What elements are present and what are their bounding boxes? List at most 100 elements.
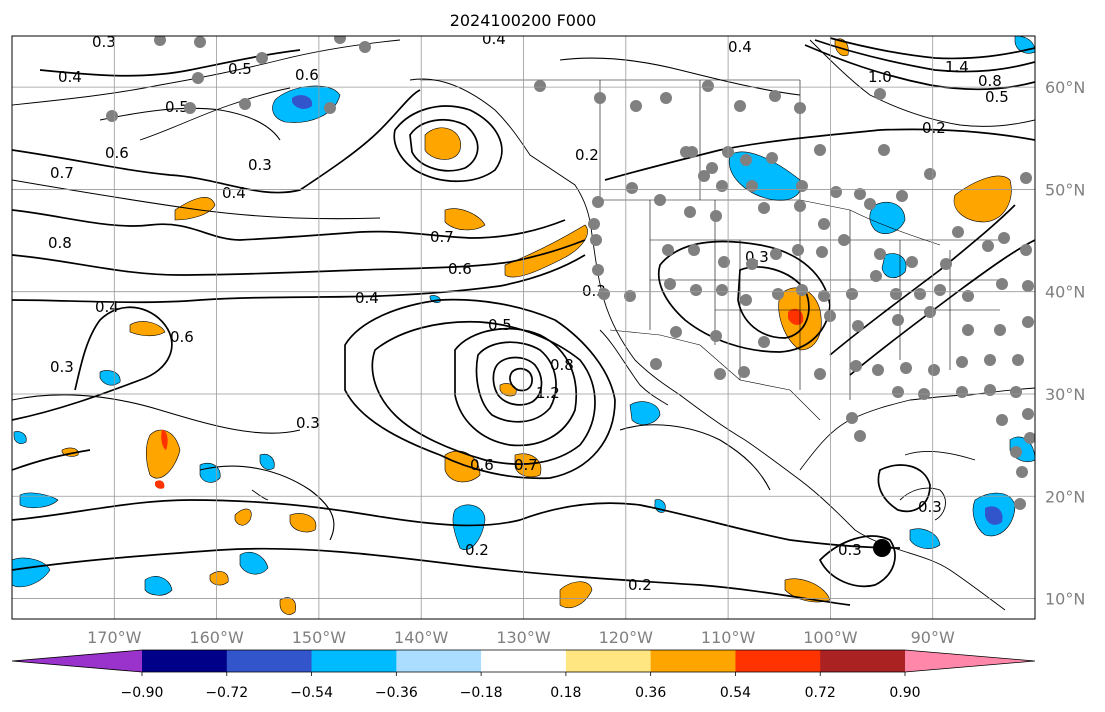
contour-label: 0.3 (296, 414, 320, 432)
contour-label: 0.4 (728, 38, 752, 56)
station-dot (996, 414, 1008, 426)
shade-area (834, 38, 849, 57)
station-dot (746, 180, 758, 192)
contour-line (344, 298, 616, 480)
contour-line (849, 239, 1035, 376)
shade-area (13, 431, 27, 444)
station-dot (590, 234, 602, 246)
station-dot (592, 264, 604, 276)
station-dot (792, 244, 804, 256)
station-dot (359, 41, 371, 53)
contour-line (604, 128, 1035, 181)
contour-line (814, 39, 1035, 73)
contour-label: 0.2 (628, 576, 652, 594)
station-dot (900, 362, 912, 374)
contour-label: 0.7 (50, 164, 74, 182)
coastline-yucatan (899, 487, 946, 521)
contour-label: 0.7 (514, 456, 538, 474)
storm-marker (873, 539, 891, 557)
contour-label: 0.5 (488, 316, 512, 334)
contour-line (877, 464, 931, 513)
shading-positive (61, 38, 1012, 615)
colorbar-tick-label: 0.54 (720, 685, 751, 701)
colorbar-tick-label: 0.90 (889, 685, 920, 701)
map-title: 2024100200 F000 (450, 11, 597, 30)
shade-area (514, 453, 542, 478)
contour-line (559, 57, 801, 96)
station-dot (852, 320, 864, 332)
station-dot (718, 256, 730, 268)
contour-label: 0.6 (105, 144, 129, 162)
contour-label: 0.4 (482, 30, 506, 48)
station-dot (334, 36, 346, 44)
station-dot (818, 218, 830, 230)
station-dot (716, 180, 728, 192)
coastline-cuba (904, 450, 976, 461)
station-dot (1010, 446, 1022, 458)
station-dot (796, 180, 808, 192)
station-dot (854, 430, 866, 442)
station-dot (794, 102, 806, 114)
station-dot (769, 90, 781, 102)
coastline-aleutians (139, 87, 291, 141)
contour-line (409, 118, 479, 172)
shade-area (499, 383, 517, 397)
contour-label: 0.4 (58, 68, 82, 86)
coastline-hudson (809, 39, 1035, 127)
station-dot (818, 290, 830, 302)
shading-strong-negative (292, 95, 1003, 525)
contour-label: 0.2 (922, 119, 946, 137)
station-dot (716, 284, 728, 296)
contour-labels: 0.3 0.4 0.5 0.6 0.7 0.8 0.4 0.5 0.6 0.3 … (48, 30, 1009, 594)
contour-line (12, 499, 901, 549)
contours (12, 37, 1035, 606)
station-dot (598, 288, 610, 300)
contour-label: 0.6 (295, 66, 319, 84)
contour-line (12, 254, 586, 304)
contour-label: 0.3 (92, 33, 116, 51)
colorbar-tick-label: 0.36 (635, 685, 666, 701)
station-dot (594, 92, 606, 104)
shade-area (259, 453, 275, 470)
station-dot (256, 52, 268, 64)
longitude-label: 170°W (87, 628, 142, 647)
station-dot (588, 218, 600, 230)
shade-area (559, 581, 593, 609)
contour-label: 0.6 (170, 328, 194, 346)
station-dot (846, 412, 858, 424)
map-panel: 0.3 0.4 0.5 0.6 0.7 0.8 0.4 0.5 0.6 0.3 … (11, 30, 1036, 620)
colorbar-segment (820, 650, 906, 672)
longitude-labels: 170°W 160°W 150°W 140°W 130°W 120°W 110°W 100°W… (87, 628, 955, 647)
station-dot (984, 354, 996, 366)
contour-line (99, 107, 281, 141)
shade-area (129, 321, 166, 337)
station-dot (890, 288, 902, 300)
station-dot (870, 270, 882, 282)
station-dot (846, 288, 858, 300)
shade-area (629, 401, 661, 425)
contour-line (737, 266, 810, 339)
contour-label: 0.3 (838, 541, 862, 559)
station-dot (892, 314, 904, 326)
station-dot (684, 206, 696, 218)
station-dot (928, 364, 940, 376)
contour-label: 0.8 (978, 72, 1002, 90)
contour-label: 1.0 (868, 68, 892, 86)
shading-strong-positive (155, 308, 804, 489)
contour-line (12, 547, 851, 606)
contour-line (829, 37, 1035, 60)
colorbar-tick-label: −0.54 (290, 685, 333, 701)
shade-area (504, 224, 588, 278)
station-dot (996, 278, 1008, 290)
shade-area (239, 551, 269, 575)
station-dot (624, 290, 636, 302)
gridlines (12, 36, 1035, 619)
station-dot (766, 152, 778, 164)
contour-line (12, 239, 586, 276)
colorbar-tick-label: −0.18 (460, 685, 503, 701)
us-canada-border (595, 199, 941, 246)
station-dot (956, 356, 968, 368)
contour-line (199, 465, 335, 541)
station-dot (714, 368, 726, 380)
